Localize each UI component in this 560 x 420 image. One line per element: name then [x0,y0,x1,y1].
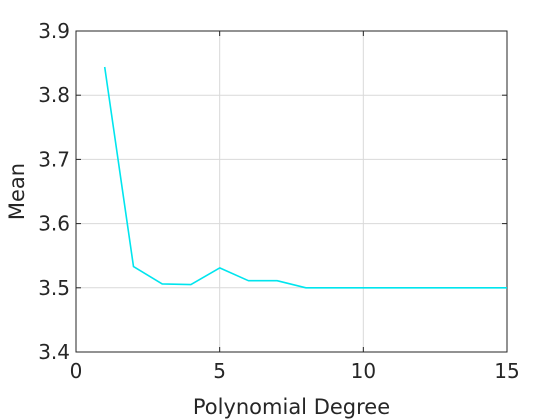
series-group [105,67,507,288]
y-tick-label: 3.9 [38,19,70,43]
y-tick-label: 3.7 [38,147,70,171]
series-line [105,67,507,288]
y-tick-label: 3.5 [38,276,70,300]
grid-lines [76,31,507,352]
x-tick-label: 15 [494,359,519,383]
x-tick-label: 10 [351,359,376,383]
plot-area-frame [76,31,507,352]
y-axis-label: Mean [5,163,29,220]
x-tick-label: 0 [70,359,83,383]
y-tick-label: 3.8 [38,83,70,107]
y-tick-label: 3.4 [38,340,70,364]
y-tick-label: 3.6 [38,212,70,236]
x-tick-label: 5 [213,359,226,383]
axis-ticks: 0 5 10 15 3.4 3.5 3.6 3.7 3.8 3.9 [38,19,520,383]
x-axis-label: Polynomial Degree [193,395,390,419]
